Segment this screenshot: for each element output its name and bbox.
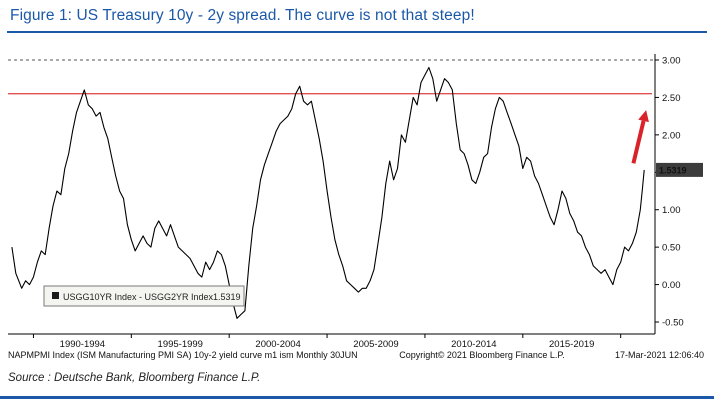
last-value-label: 1.5319	[659, 165, 687, 175]
chart-canvas: 3.002.502.001.501.000.500.00-0.501990-19…	[8, 54, 704, 360]
y-axis: 3.002.502.001.501.000.500.00-0.50	[655, 56, 684, 329]
x-tick-label: 2000-2004	[255, 339, 300, 350]
axes	[8, 54, 656, 335]
y-tick-label: 3.00	[662, 56, 681, 67]
series-line	[11, 66, 645, 319]
x-tick-label: 2015-2019	[549, 339, 594, 350]
legend-label: USGG10YR Index - USGG2YR Index	[63, 292, 214, 302]
last-value-badge: 1.5319	[656, 162, 703, 177]
chart-footer: NAPMPMI Index (ISM Manufacturing PMI SA)…	[8, 350, 704, 360]
y-tick-label: 0.50	[662, 243, 681, 254]
trend-arrow	[631, 110, 649, 164]
legend-marker-icon	[52, 292, 59, 299]
footer-left: NAPMPMI Index (ISM Manufacturing PMI SA)…	[8, 350, 358, 360]
x-tick-label: 2005-2009	[353, 339, 398, 350]
y-tick-label: 2.50	[662, 93, 681, 104]
figure-title: Figure 1: US Treasury 10y - 2y spread. T…	[10, 7, 475, 24]
y-tick-label: 0.00	[662, 280, 681, 291]
x-tick-label: 1995-1999	[158, 339, 203, 350]
title-divider	[7, 31, 707, 33]
legend-box	[43, 285, 245, 307]
bottom-divider	[0, 396, 714, 399]
y-tick-label: 1.00	[662, 205, 681, 216]
legend-value: 1.5319	[213, 292, 241, 302]
plot-layer: 3.002.502.001.501.000.500.00-0.501990-19…	[8, 54, 703, 350]
footer-timestamp: 17-Mar-2021 12:06:40	[615, 350, 704, 360]
x-axis: 1990-1994 1995-1999 2000-2004 2005-2009 2010…	[32, 334, 622, 350]
source-note: Source : Deutsche Bank, Bloomberg Financ…	[8, 372, 261, 384]
y-tick-label: -0.50	[662, 318, 684, 329]
x-tick-label: 2010-2014	[451, 339, 496, 350]
chart-legend: USGG10YR Index - USGG2YR Index 1.5319	[43, 285, 245, 307]
footer-copyright: Copyright© 2021 Bloomberg Finance L.P.	[399, 350, 565, 360]
chart-area: 3.002.502.001.501.000.500.00-0.501990-19…	[0, 36, 714, 371]
x-tick-label: 1990-1994	[60, 339, 105, 350]
y-tick-label: 2.00	[662, 130, 681, 141]
